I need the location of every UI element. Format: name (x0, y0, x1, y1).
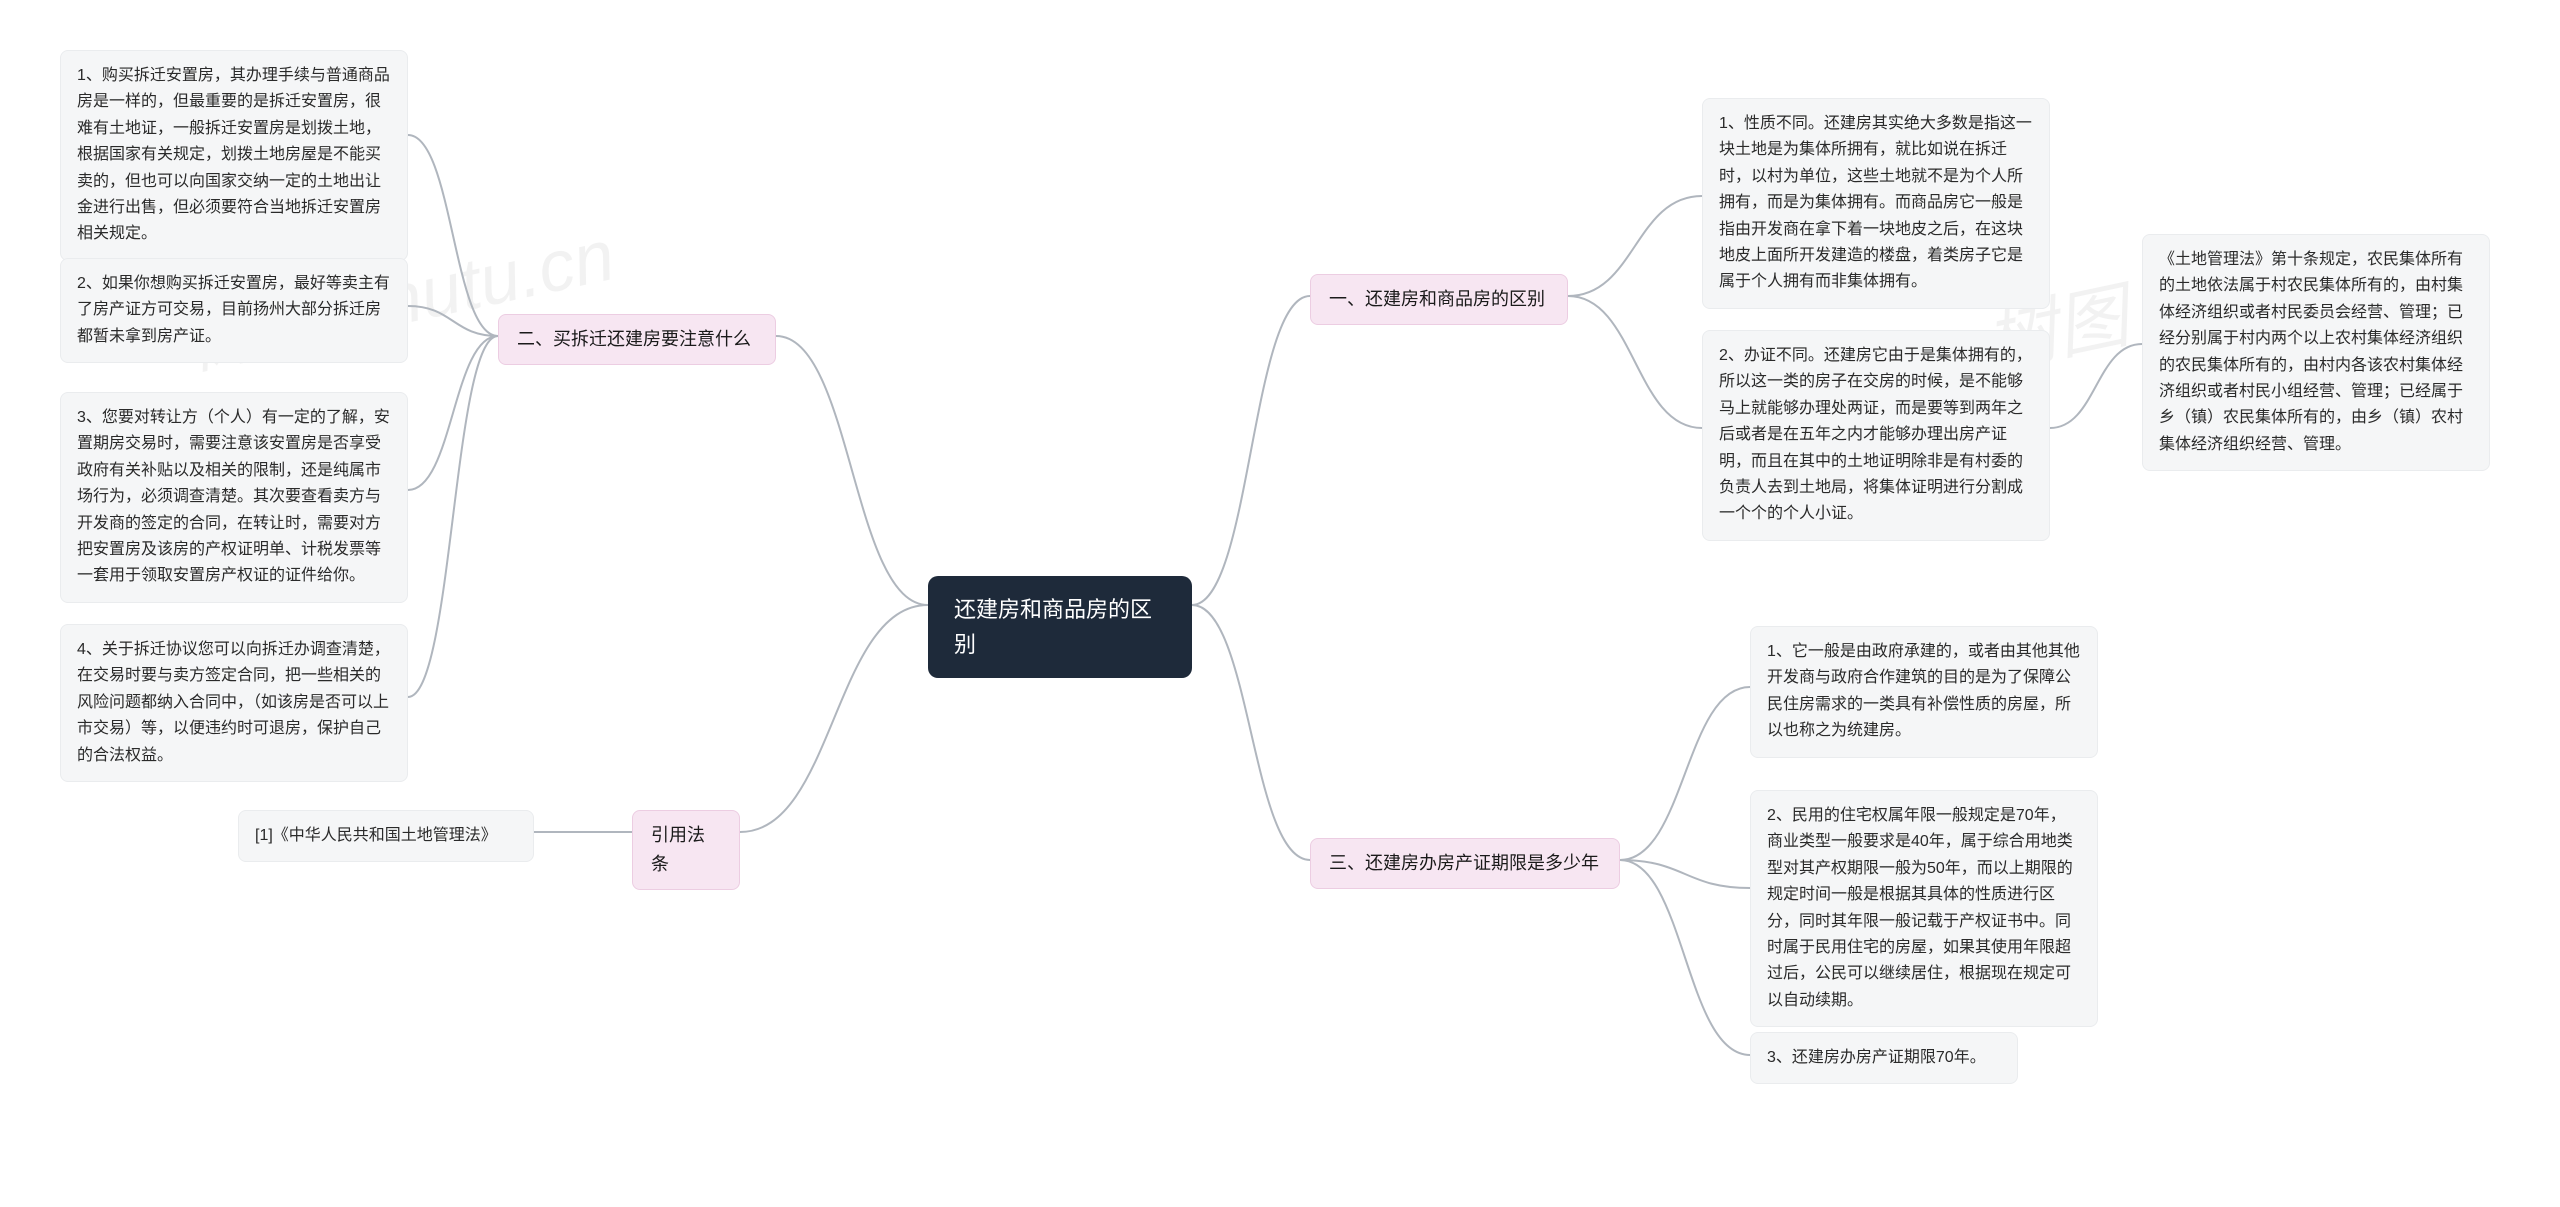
branch-node: 二、买拆迁还建房要注意什么 (498, 314, 776, 365)
leaf-node: 2、办证不同。还建房它由于是集体拥有的，所以这一类的房子在交房的时候，是不能够马… (1702, 330, 2050, 541)
leaf-node: 3、您要对转让方（个人）有一定的了解，安置期房交易时，需要注意该安置房是否享受政… (60, 392, 408, 603)
leaf-node: 1、购买拆迁安置房，其办理手续与普通商品房是一样的，但最重要的是拆迁安置房，很难… (60, 50, 408, 261)
leaf-node: [1]《中华人民共和国土地管理法》 (238, 810, 534, 862)
leaf-node: 3、还建房办房产证期限70年。 (1750, 1032, 2018, 1084)
leaf-node: 1、性质不同。还建房其实绝大多数是指这一块土地是为集体所拥有，就比如说在拆迁时，… (1702, 98, 2050, 309)
leaf-node: 1、它一般是由政府承建的，或者由其他其他开发商与政府合作建筑的目的是为了保障公民… (1750, 626, 2098, 758)
leaf-node: 2、如果你想购买拆迁安置房，最好等卖主有了房产证方可交易，目前扬州大部分拆迁房都… (60, 258, 408, 363)
root-node: 还建房和商品房的区别 (928, 576, 1192, 678)
leaf-node: 4、关于拆迁协议您可以向拆迁办调查清楚，在交易时要与卖方签定合同，把一些相关的风… (60, 624, 408, 782)
branch-node: 三、还建房办房产证期限是多少年 (1310, 838, 1620, 889)
leaf-node: 《土地管理法》第十条规定，农民集体所有的土地依法属于村农民集体所有的，由村集体经… (2142, 234, 2490, 471)
branch-node: 引用法条 (632, 810, 740, 890)
leaf-node: 2、民用的住宅权属年限一般规定是70年，商业类型一般要求是40年，属于综合用地类… (1750, 790, 2098, 1027)
branch-node: 一、还建房和商品房的区别 (1310, 274, 1568, 325)
